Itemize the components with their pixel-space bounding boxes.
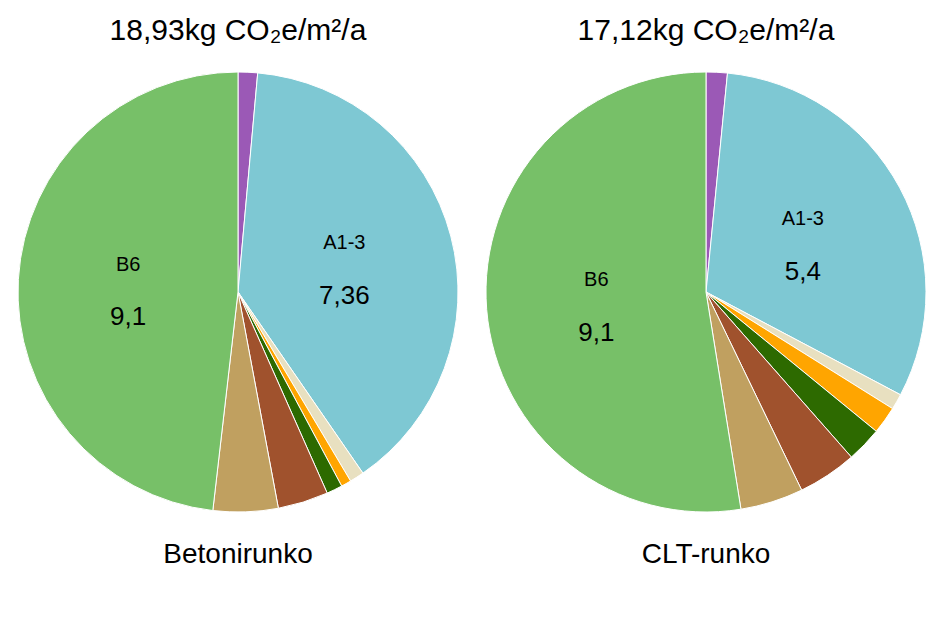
svg-text:B6: B6 — [584, 268, 608, 290]
html-text:Betonirunko: Betonirunko — [163, 538, 313, 569]
html-text:CLT-runko: CLT-runko — [641, 538, 771, 569]
svg-text:9,1: 9,1 — [110, 301, 146, 331]
svg-text:A1-3: A1-3 — [323, 231, 365, 253]
svg-text:7,36: 7,36 — [319, 280, 370, 310]
svg-text:B6: B6 — [116, 253, 140, 275]
svg-text:A1-3: A1-3 — [782, 207, 824, 229]
svg-text:5,4: 5,4 — [785, 256, 821, 286]
html-text:17,12kg CO₂e/m²/a: 17,12kg CO₂e/m²/a — [577, 13, 835, 46]
html-text:18,93kg CO₂e/m²/a: 18,93kg CO₂e/m²/a — [109, 13, 367, 46]
svg-text:9,1: 9,1 — [578, 317, 614, 347]
